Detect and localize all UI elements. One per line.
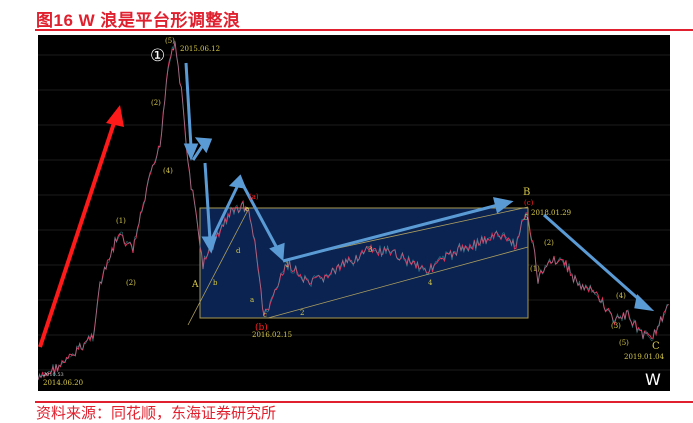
label-date-C: 2019.01.04 — [624, 353, 665, 361]
label-c-5: (5) — [619, 339, 629, 347]
arrows — [183, 62, 655, 312]
labels: (5) 2015.06.12 (4) (2) (1) (2) A B C (a)… — [43, 37, 665, 387]
label-A: A — [191, 280, 199, 290]
platform-box — [199, 207, 529, 319]
label-a: a — [250, 296, 254, 304]
label-date-B: 2018.01.29 — [531, 209, 571, 217]
label-start-value: 2010.53 — [43, 372, 64, 378]
label-c-red: (c) — [524, 199, 534, 207]
label-c-1: (1) — [530, 265, 540, 273]
figure-title: 图16 W 浪是平台形调整浪 — [36, 11, 241, 30]
label-c: c — [263, 311, 267, 319]
label-b: b — [213, 279, 218, 287]
label-4: 4 — [428, 279, 433, 287]
label-e: e — [245, 205, 249, 213]
label-a-red: (a) — [249, 193, 259, 201]
source-divider — [35, 401, 693, 403]
label-C: C — [652, 341, 660, 352]
label-wave-2: (2) — [126, 279, 136, 287]
label-1: 1 — [285, 261, 289, 269]
label-date-b: 2016.02.15 — [252, 331, 292, 339]
label-wave-2a: (2) — [151, 99, 161, 107]
label-d: d — [236, 247, 241, 255]
red-arrow — [38, 105, 124, 348]
label-3: 3 — [368, 246, 372, 254]
figure-source: 资料来源：同花顺，东海证券研究所 — [36, 405, 277, 422]
label-2: 2 — [300, 309, 304, 317]
label-B: B — [523, 187, 530, 198]
label-c-3: (3) — [611, 322, 621, 330]
label-5: 5 — [524, 214, 528, 222]
label-wave-1: (1) — [116, 217, 126, 225]
label-c-4: (4) — [616, 292, 626, 300]
label-b-red: (b) — [255, 322, 268, 333]
label-c-2: (2) — [544, 239, 554, 247]
circle-one-marker: ① — [150, 46, 165, 66]
label-date-top: 2015.06.12 — [180, 45, 220, 53]
label-wave-5: (5) — [165, 37, 175, 45]
label-wave-4: (4) — [163, 167, 173, 175]
price-line-secondary — [38, 40, 669, 381]
title-divider — [35, 29, 693, 31]
label-date-start: 2014.06.20 — [43, 379, 83, 387]
wave-chart: (5) 2015.06.12 (4) (2) (1) (2) A B C (a)… — [38, 35, 670, 391]
wave-W-label: W — [645, 370, 661, 389]
